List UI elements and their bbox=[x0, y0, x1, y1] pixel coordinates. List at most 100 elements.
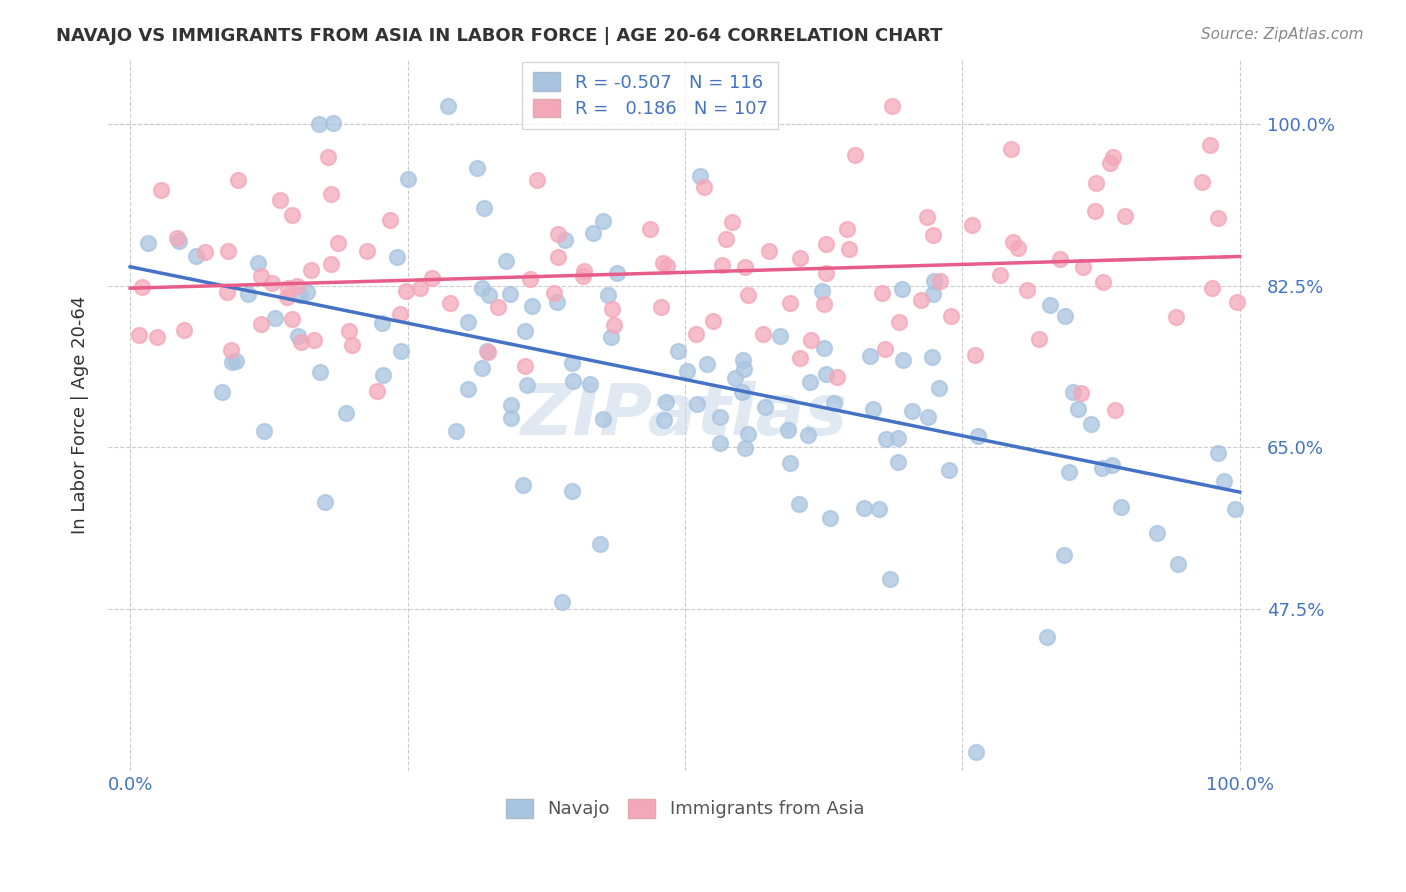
Immigrants from Asia bbox=[962, 218, 984, 232]
Immigrants from Asia bbox=[789, 251, 811, 265]
Navajo bbox=[813, 342, 835, 356]
Immigrants from Asia bbox=[921, 228, 943, 243]
Navajo bbox=[737, 426, 759, 441]
Navajo bbox=[513, 325, 536, 339]
Immigrants from Asia bbox=[477, 345, 499, 359]
Navajo bbox=[561, 356, 583, 370]
Navajo bbox=[287, 329, 309, 343]
Navajo bbox=[471, 281, 494, 295]
Immigrants from Asia bbox=[149, 183, 172, 197]
Immigrants from Asia bbox=[751, 326, 773, 341]
Immigrants from Asia bbox=[652, 255, 675, 269]
Navajo bbox=[371, 316, 394, 330]
Navajo bbox=[512, 478, 534, 492]
Navajo bbox=[136, 235, 159, 250]
Navajo bbox=[1208, 446, 1230, 460]
Immigrants from Asia bbox=[1028, 332, 1050, 346]
Navajo bbox=[264, 311, 287, 326]
Immigrants from Asia bbox=[422, 271, 444, 285]
Immigrants from Asia bbox=[1084, 203, 1107, 218]
Immigrants from Asia bbox=[409, 281, 432, 295]
Immigrants from Asia bbox=[685, 326, 707, 341]
Navajo bbox=[561, 483, 583, 498]
Navajo bbox=[295, 285, 318, 299]
Immigrants from Asia bbox=[547, 227, 569, 241]
Navajo bbox=[561, 374, 583, 388]
Immigrants from Asia bbox=[226, 173, 249, 187]
Immigrants from Asia bbox=[702, 313, 724, 327]
Immigrants from Asia bbox=[1092, 275, 1115, 289]
Navajo bbox=[477, 343, 499, 358]
Navajo bbox=[1090, 460, 1112, 475]
Text: Source: ZipAtlas.com: Source: ZipAtlas.com bbox=[1201, 27, 1364, 42]
Navajo bbox=[606, 265, 628, 279]
Navajo bbox=[501, 398, 523, 412]
Navajo bbox=[823, 395, 845, 409]
Immigrants from Asia bbox=[128, 327, 150, 342]
Navajo bbox=[495, 253, 517, 268]
Navajo bbox=[769, 328, 792, 343]
Immigrants from Asia bbox=[219, 343, 242, 358]
Immigrants from Asia bbox=[1206, 211, 1229, 226]
Immigrants from Asia bbox=[721, 215, 744, 229]
Navajo bbox=[1036, 631, 1059, 645]
Navajo bbox=[820, 511, 842, 525]
Immigrants from Asia bbox=[915, 211, 938, 225]
Navajo bbox=[787, 497, 810, 511]
Immigrants from Asia bbox=[290, 334, 312, 349]
Immigrants from Asia bbox=[572, 268, 595, 283]
Immigrants from Asia bbox=[302, 334, 325, 348]
Navajo bbox=[221, 355, 243, 369]
Navajo bbox=[921, 287, 943, 301]
Y-axis label: In Labor Force | Age 20-64: In Labor Force | Age 20-64 bbox=[72, 296, 89, 534]
Navajo bbox=[211, 385, 233, 400]
Navajo bbox=[1059, 465, 1081, 479]
Navajo bbox=[1223, 502, 1246, 516]
Navajo bbox=[1062, 384, 1084, 399]
Navajo bbox=[551, 595, 574, 609]
Navajo bbox=[797, 427, 820, 442]
Navajo bbox=[689, 169, 711, 183]
Immigrants from Asia bbox=[262, 276, 284, 290]
Immigrants from Asia bbox=[215, 285, 238, 299]
Immigrants from Asia bbox=[650, 301, 672, 315]
Navajo bbox=[457, 382, 479, 396]
Immigrants from Asia bbox=[1164, 310, 1187, 324]
Immigrants from Asia bbox=[281, 208, 304, 222]
Navajo bbox=[554, 233, 576, 247]
Immigrants from Asia bbox=[173, 323, 195, 337]
Navajo bbox=[938, 463, 960, 477]
Navajo bbox=[696, 357, 718, 371]
Immigrants from Asia bbox=[1114, 209, 1136, 223]
Navajo bbox=[588, 536, 610, 550]
Navajo bbox=[520, 299, 543, 313]
Immigrants from Asia bbox=[640, 222, 662, 236]
Immigrants from Asia bbox=[299, 262, 322, 277]
Navajo bbox=[875, 432, 897, 446]
Immigrants from Asia bbox=[655, 259, 678, 273]
Immigrants from Asia bbox=[758, 244, 780, 259]
Immigrants from Asia bbox=[602, 318, 624, 333]
Immigrants from Asia bbox=[734, 260, 756, 274]
Navajo bbox=[724, 370, 747, 384]
Navajo bbox=[598, 287, 620, 301]
Navajo bbox=[901, 404, 924, 418]
Immigrants from Asia bbox=[815, 265, 838, 279]
Immigrants from Asia bbox=[1001, 235, 1024, 250]
Immigrants from Asia bbox=[1102, 150, 1125, 164]
Navajo bbox=[288, 288, 311, 302]
Navajo bbox=[253, 424, 276, 438]
Navajo bbox=[862, 402, 884, 417]
Navajo bbox=[389, 343, 412, 358]
Navajo bbox=[322, 116, 344, 130]
Navajo bbox=[1080, 417, 1102, 431]
Legend: Navajo, Immigrants from Asia: Navajo, Immigrants from Asia bbox=[499, 792, 872, 826]
Immigrants from Asia bbox=[356, 244, 378, 258]
Immigrants from Asia bbox=[779, 295, 801, 310]
Immigrants from Asia bbox=[835, 222, 858, 236]
Immigrants from Asia bbox=[250, 317, 273, 331]
Navajo bbox=[1101, 458, 1123, 472]
Immigrants from Asia bbox=[281, 312, 304, 326]
Navajo bbox=[1039, 298, 1062, 312]
Navajo bbox=[921, 350, 943, 364]
